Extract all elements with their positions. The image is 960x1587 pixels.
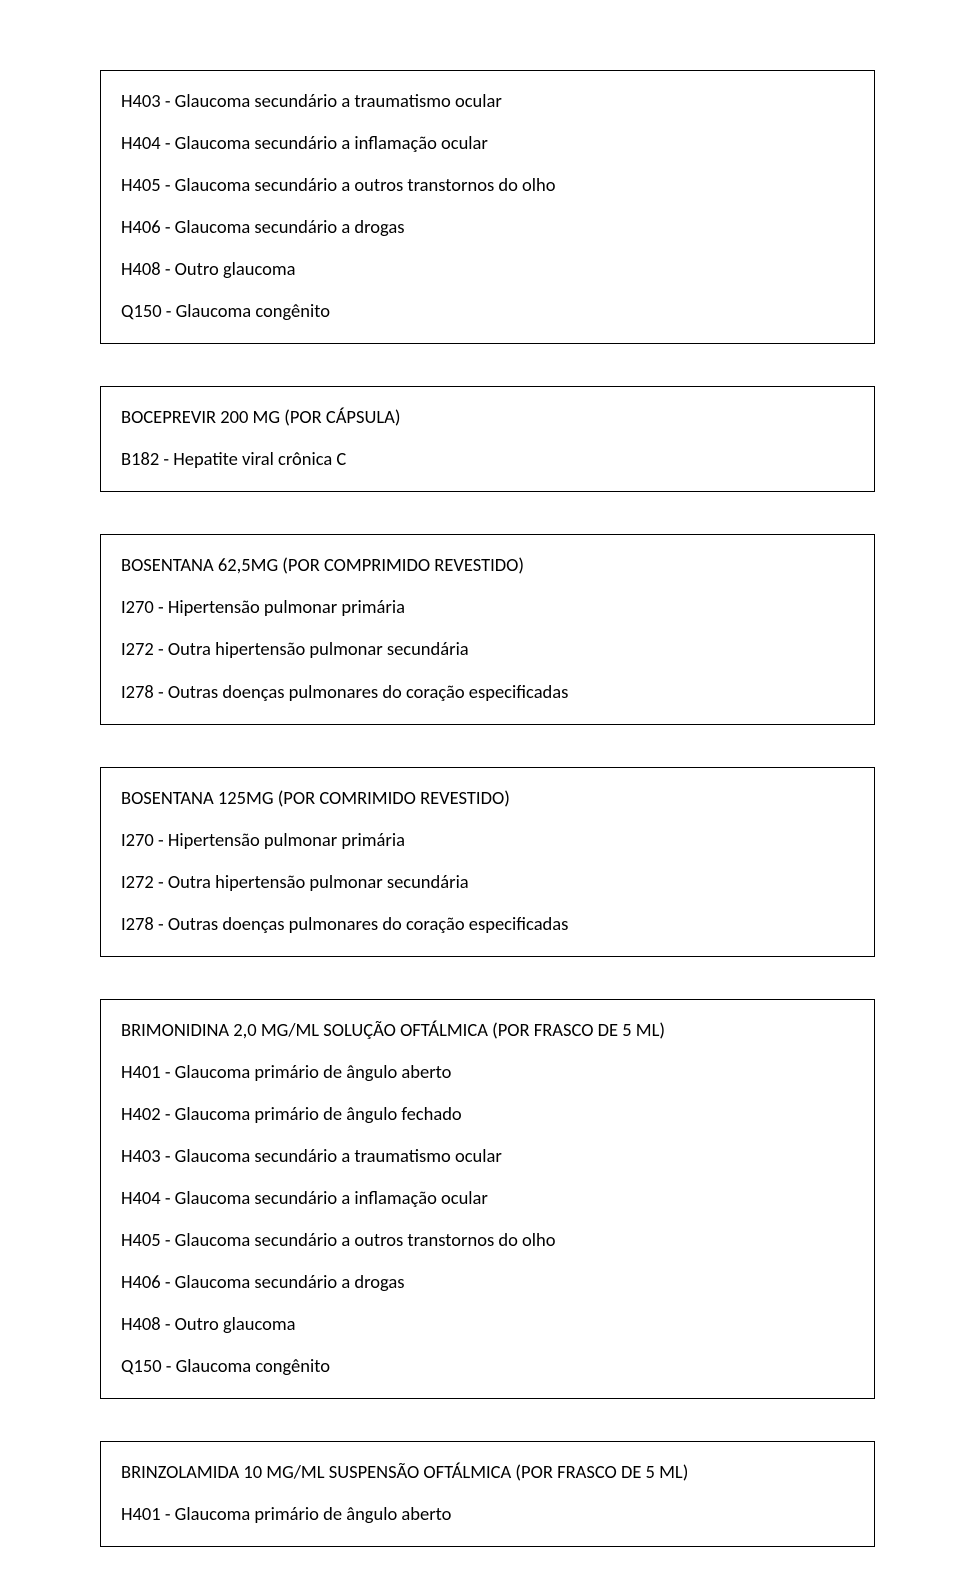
code-line: H406 - Glaucoma secundário a drogas [121, 1270, 854, 1294]
medication-title: BRIMONIDINA 2,0 MG/ML SOLUÇÃO OFTÁLMICA … [121, 1018, 854, 1042]
code-line: I272 - Outra hipertensão pulmonar secund… [121, 637, 854, 661]
medication-box: BOCEPREVIR 200 MG (POR CÁPSULA) B182 - H… [100, 386, 875, 492]
code-line: H408 - Outro glaucoma [121, 1312, 854, 1336]
medication-box: BOSENTANA 62,5MG (POR COMPRIMIDO REVESTI… [100, 534, 875, 724]
code-line: H404 - Glaucoma secundário a inflamação … [121, 1186, 854, 1210]
code-line: H405 - Glaucoma secundário a outros tran… [121, 1228, 854, 1252]
medication-box: H403 - Glaucoma secundário a traumatismo… [100, 70, 875, 344]
code-line: Q150 - Glaucoma congênito [121, 299, 854, 323]
code-line: H405 - Glaucoma secundário a outros tran… [121, 173, 854, 197]
medication-box: BOSENTANA 125MG (POR COMRIMIDO REVESTIDO… [100, 767, 875, 957]
code-line: H408 - Outro glaucoma [121, 257, 854, 281]
code-line: H403 - Glaucoma secundário a traumatismo… [121, 89, 854, 113]
code-line: H406 - Glaucoma secundário a drogas [121, 215, 854, 239]
code-line: I270 - Hipertensão pulmonar primária [121, 595, 854, 619]
document-page: H403 - Glaucoma secundário a traumatismo… [0, 0, 960, 1587]
medication-title: BOSENTANA 62,5MG (POR COMPRIMIDO REVESTI… [121, 553, 854, 577]
code-line: H401 - Glaucoma primário de ângulo abert… [121, 1060, 854, 1084]
code-line: I278 - Outras doenças pulmonares do cora… [121, 912, 854, 936]
code-line: I278 - Outras doenças pulmonares do cora… [121, 680, 854, 704]
code-line: H402 - Glaucoma primário de ângulo fecha… [121, 1102, 854, 1126]
medication-title: BRINZOLAMIDA 10 MG/ML SUSPENSÃO OFTÁLMIC… [121, 1460, 854, 1484]
code-line: H403 - Glaucoma secundário a traumatismo… [121, 1144, 854, 1168]
code-line: H401 - Glaucoma primário de ângulo abert… [121, 1502, 854, 1526]
medication-title: BOCEPREVIR 200 MG (POR CÁPSULA) [121, 405, 854, 429]
medication-box: BRINZOLAMIDA 10 MG/ML SUSPENSÃO OFTÁLMIC… [100, 1441, 875, 1547]
code-line: B182 - Hepatite viral crônica C [121, 447, 854, 471]
code-line: H404 - Glaucoma secundário a inflamação … [121, 131, 854, 155]
code-line: Q150 - Glaucoma congênito [121, 1354, 854, 1378]
code-line: I272 - Outra hipertensão pulmonar secund… [121, 870, 854, 894]
medication-box: BRIMONIDINA 2,0 MG/ML SOLUÇÃO OFTÁLMICA … [100, 999, 875, 1399]
code-line: I270 - Hipertensão pulmonar primária [121, 828, 854, 852]
medication-title: BOSENTANA 125MG (POR COMRIMIDO REVESTIDO… [121, 786, 854, 810]
